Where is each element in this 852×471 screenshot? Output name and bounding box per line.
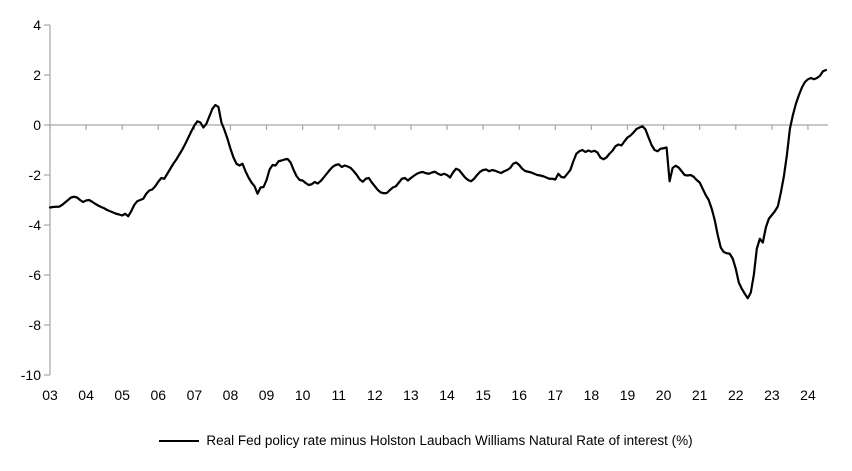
x-tick-label: 11: [331, 387, 346, 403]
x-tick-label: 08: [223, 387, 239, 403]
y-tick-label: 2: [33, 67, 41, 83]
y-tick-label: 0: [33, 117, 41, 133]
legend: Real Fed policy rate minus Holston Lauba…: [0, 433, 852, 448]
x-tick-label: 14: [439, 387, 455, 403]
y-tick-label: 4: [33, 17, 41, 33]
series-line: [48, 68, 828, 300]
x-tick-label: 24: [800, 387, 816, 403]
x-tick-label: 07: [187, 387, 203, 403]
x-tick-label: 13: [403, 387, 419, 403]
x-tick-label: 04: [78, 387, 94, 403]
x-tick-label: 12: [367, 387, 383, 403]
x-tick-label: 06: [150, 387, 166, 403]
legend-line-sample: [159, 439, 200, 442]
legend-label: Real Fed policy rate minus Holston Lauba…: [206, 433, 693, 448]
y-tick-label: -6: [29, 267, 42, 283]
x-tick-label: 22: [728, 387, 744, 403]
y-tick-label: -8: [29, 317, 42, 333]
x-tick-label: 10: [295, 387, 311, 403]
x-tick-label: 18: [584, 387, 600, 403]
axes-layer: [44, 24, 828, 376]
y-tick-label: -10: [21, 367, 41, 383]
x-tick-label: 03: [42, 387, 58, 403]
x-tick-label: 17: [548, 387, 564, 403]
y-tick-label: -4: [29, 217, 42, 233]
y-tick-label: -2: [29, 167, 42, 183]
x-tick-label: 05: [114, 387, 130, 403]
x-tick-label: 09: [259, 387, 275, 403]
x-tick-label: 16: [511, 387, 527, 403]
x-tick-label: 23: [764, 387, 780, 403]
x-tick-label: 21: [692, 387, 708, 403]
x-tick-label: 15: [475, 387, 491, 403]
x-tick-label: 19: [620, 387, 636, 403]
series-layer: [48, 68, 828, 300]
x-tick-label: 20: [656, 387, 672, 403]
